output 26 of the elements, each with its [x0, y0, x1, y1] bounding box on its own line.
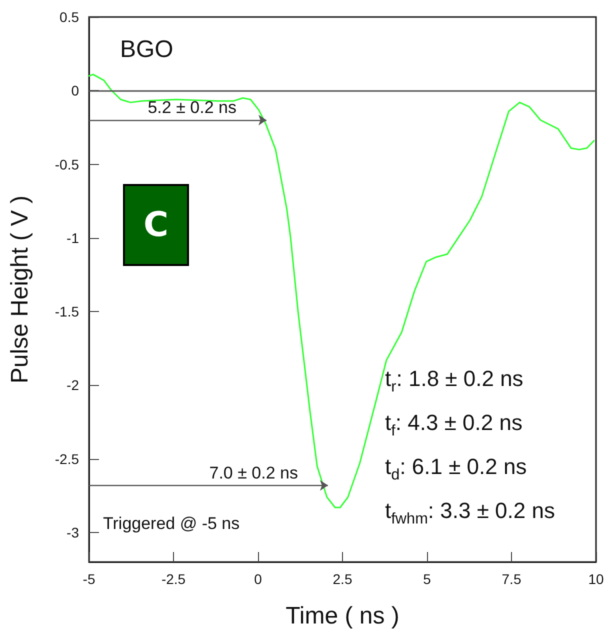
annotation: t$_{d}$: 6.1 ± 0.2 ns	[385, 454, 527, 484]
y-tick-label: -3	[66, 524, 80, 541]
annotation: BGO	[120, 36, 174, 63]
annotation: 5.2 ± 0.2 ns	[148, 98, 236, 118]
annotation: t$_{f}$: 4.3 ± 0.2 ns	[385, 410, 522, 440]
x-tick-label: 0	[254, 571, 262, 587]
y-tick-label: -0.5	[54, 156, 80, 172]
y-tick-label: 0.5	[60, 9, 80, 25]
x-tick-label: 5	[423, 571, 432, 587]
x-axis-title: Time ( ns )	[286, 602, 400, 630]
x-tick-label: 10	[588, 571, 604, 587]
annotation: Triggered @ -5 ns	[103, 514, 240, 533]
x-tick-label: 7.5	[502, 571, 522, 587]
x-tick-label: 2.5	[332, 571, 352, 587]
y-tick-label: -2	[66, 377, 80, 394]
annotation: 7.0 ± 0.2 ns	[209, 463, 298, 482]
x-tick-label: -2.5	[161, 571, 186, 587]
annotation: t$_{fwhm}$: 3.3 ± 0.2 ns	[385, 498, 555, 528]
y-tick-label: -1.5	[54, 304, 80, 320]
y-tick-label: -2.5	[54, 450, 80, 467]
annotation: t$_{r}$: 1.8 ± 0.2 ns	[385, 366, 524, 396]
y-tick-label: 0	[71, 82, 80, 99]
panel-label-box: C	[123, 184, 189, 266]
x-tick-label: -5	[82, 571, 96, 587]
y-tick-label: -1	[66, 230, 80, 246]
y-axis-title: Pulse Height ( V )	[6, 195, 34, 384]
